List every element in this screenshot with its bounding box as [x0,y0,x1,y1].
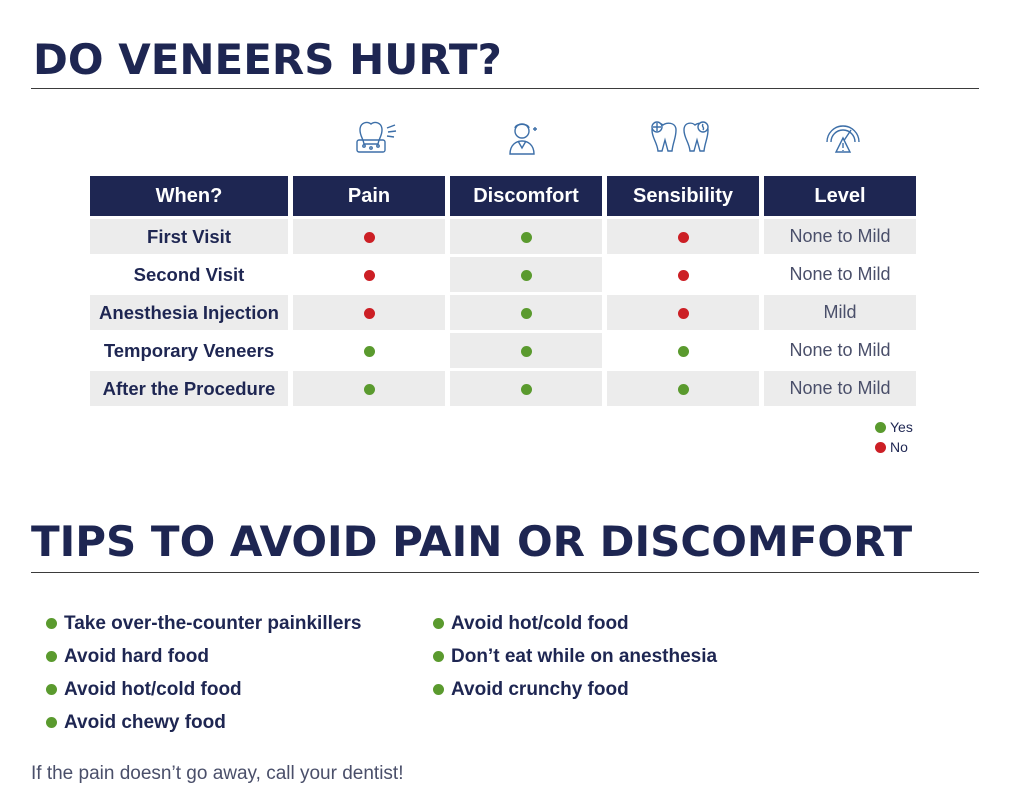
status-dot [363,231,375,243]
header-discomfort: Discomfort [450,176,602,216]
title-divider [31,88,979,89]
tooth-pain-icon [354,118,398,156]
tip-text: Take over-the-counter painkillers [64,612,362,634]
gauge-warning-icon [822,118,866,156]
sensibility-cell [607,371,759,406]
status-dot [363,345,375,357]
pain-cell [293,333,445,368]
list-item: Don’t eat while on anesthesia [433,640,717,673]
pain-cell [293,295,445,330]
sensibility-cell [607,295,759,330]
row-when: After the Procedure [90,371,288,406]
row-level: None to Mild [789,264,891,284]
header-when: When? [90,176,288,216]
legend-no-label: No [890,439,908,455]
legend-yes: Yes [875,417,913,437]
status-dot [677,307,689,319]
header-sensibility: Sensibility [607,176,759,216]
yes-dot-icon [875,421,886,433]
bullet-icon [46,618,57,629]
bullet-icon [433,651,444,662]
sensibility-cell [607,219,759,254]
discomfort-cell [450,333,602,368]
tip-text: Avoid chewy food [64,711,226,733]
bullet-icon [46,651,57,662]
row-when: First Visit [90,219,288,254]
pain-cell [293,219,445,254]
row-when: Temporary Veneers [103,339,275,361]
header-level: Level [764,176,916,216]
no-dot-icon [875,441,886,453]
discomfort-cell [450,371,602,406]
status-dot [520,307,532,319]
bullet-icon [46,684,57,695]
list-item: Avoid crunchy food [433,673,717,706]
status-dot [520,383,532,395]
table-row: After the Procedure None to Mild [90,371,916,406]
list-item: Avoid chewy food [46,706,361,739]
sensibility-cell [607,257,759,292]
footer-note: If the pain doesn’t go away, call your d… [31,763,404,784]
status-dot [677,269,689,281]
header-pain: Pain [293,176,445,216]
table-header-row: When? Pain Discomfort Sensibility Level [90,176,916,216]
status-dot [677,383,689,395]
tip-text: Avoid hot/cold food [64,678,242,700]
row-level: None to Mild [764,371,916,406]
legend: Yes No [875,417,913,457]
row-when: Second Visit [133,263,245,285]
list-item: Avoid hard food [46,640,361,673]
row-level: Mild [764,295,916,330]
status-dot [363,383,375,395]
bullet-icon [433,618,444,629]
tip-text: Avoid hard food [64,645,209,667]
tip-text: Avoid hot/cold food [451,612,629,634]
legend-yes-label: Yes [890,419,913,435]
list-item: Take over-the-counter painkillers [46,607,361,640]
row-level: None to Mild [789,340,891,360]
bullet-icon [46,717,57,728]
person-discomfort-icon [502,118,546,156]
teeth-sensitivity-icon [648,118,714,156]
page-title: DO VENEERS HURT? [33,35,502,84]
tips-column-2: Avoid hot/cold food Don’t eat while on a… [433,607,717,706]
status-dot [520,231,532,243]
tip-text: Avoid crunchy food [451,678,629,700]
bullet-icon [433,684,444,695]
discomfort-cell [450,219,602,254]
status-dot [363,269,375,281]
pain-cell [293,257,445,292]
status-dot [677,345,689,357]
tips-divider [31,572,979,573]
table-row: Temporary Veneers None to Mild [90,333,916,368]
sensibility-cell [607,333,759,368]
discomfort-cell [450,295,602,330]
tips-column-1: Take over-the-counter painkillers Avoid … [46,607,361,739]
status-dot [677,231,689,243]
row-level: None to Mild [764,219,916,254]
list-item: Avoid hot/cold food [46,673,361,706]
table-row: Anesthesia Injection Mild [90,295,916,330]
status-dot [520,345,532,357]
tips-title: TIPS TO AVOID PAIN OR DISCOMFORT [31,517,913,566]
pain-cell [293,371,445,406]
list-item: Avoid hot/cold food [433,607,717,640]
legend-no: No [875,437,913,457]
table-row: Second Visit None to Mild [90,257,916,292]
row-when: Anesthesia Injection [90,295,288,330]
status-dot [520,269,532,281]
discomfort-cell [450,257,602,292]
table-row: First Visit None to Mild [90,219,916,254]
status-dot [363,307,375,319]
tip-text: Don’t eat while on anesthesia [451,645,718,667]
veneers-pain-table: When? Pain Discomfort Sensibility Level … [85,173,921,409]
